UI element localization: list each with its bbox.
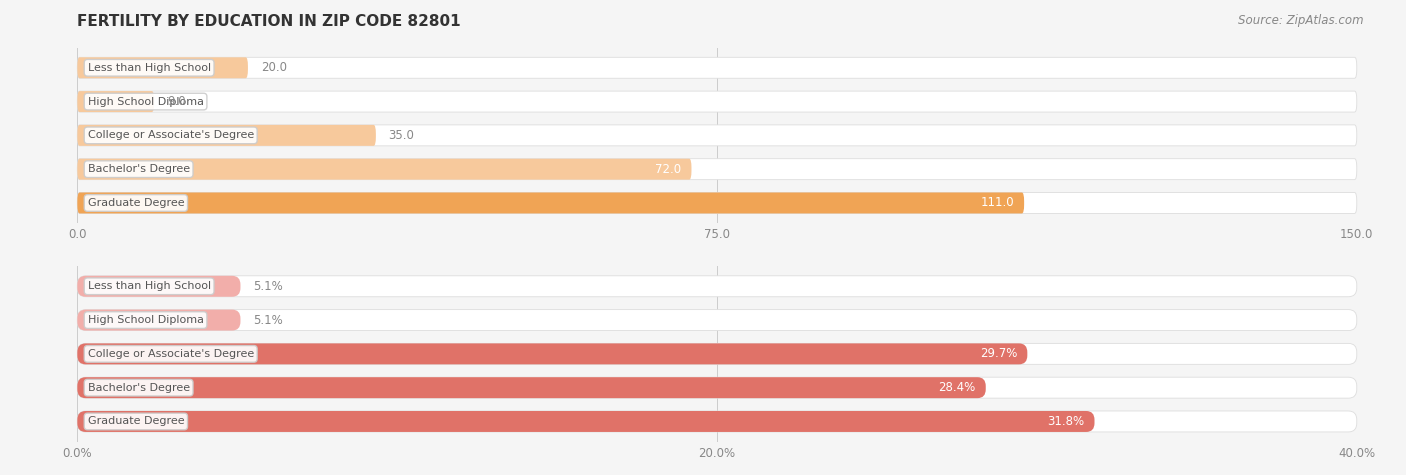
FancyBboxPatch shape: [77, 276, 240, 297]
Text: 29.7%: 29.7%: [980, 347, 1017, 361]
Text: 31.8%: 31.8%: [1047, 415, 1084, 428]
FancyBboxPatch shape: [77, 343, 1028, 364]
Text: High School Diploma: High School Diploma: [87, 315, 204, 325]
Text: Bachelor's Degree: Bachelor's Degree: [87, 383, 190, 393]
Text: College or Associate's Degree: College or Associate's Degree: [87, 130, 254, 141]
FancyBboxPatch shape: [77, 411, 1094, 432]
FancyBboxPatch shape: [77, 91, 1357, 112]
Text: College or Associate's Degree: College or Associate's Degree: [87, 349, 254, 359]
Text: 5.1%: 5.1%: [253, 280, 283, 293]
FancyBboxPatch shape: [77, 125, 375, 146]
FancyBboxPatch shape: [77, 411, 1357, 432]
Text: Bachelor's Degree: Bachelor's Degree: [87, 164, 190, 174]
Text: 28.4%: 28.4%: [938, 381, 976, 394]
FancyBboxPatch shape: [77, 192, 1024, 213]
FancyBboxPatch shape: [77, 91, 155, 112]
Text: 111.0: 111.0: [980, 197, 1014, 209]
FancyBboxPatch shape: [77, 276, 1357, 297]
FancyBboxPatch shape: [77, 159, 1357, 180]
Text: High School Diploma: High School Diploma: [87, 96, 204, 106]
Text: Source: ZipAtlas.com: Source: ZipAtlas.com: [1239, 14, 1364, 27]
FancyBboxPatch shape: [77, 57, 247, 78]
Text: 5.1%: 5.1%: [253, 314, 283, 327]
FancyBboxPatch shape: [77, 310, 1357, 331]
FancyBboxPatch shape: [77, 159, 692, 180]
Text: 35.0: 35.0: [388, 129, 415, 142]
Text: 72.0: 72.0: [655, 162, 682, 176]
FancyBboxPatch shape: [77, 377, 986, 398]
Text: 20.0: 20.0: [260, 61, 287, 74]
FancyBboxPatch shape: [77, 343, 1357, 364]
FancyBboxPatch shape: [77, 310, 240, 331]
Text: FERTILITY BY EDUCATION IN ZIP CODE 82801: FERTILITY BY EDUCATION IN ZIP CODE 82801: [77, 14, 461, 29]
FancyBboxPatch shape: [77, 377, 1357, 398]
FancyBboxPatch shape: [77, 125, 1357, 146]
Text: Graduate Degree: Graduate Degree: [87, 198, 184, 208]
FancyBboxPatch shape: [77, 192, 1357, 213]
Text: Less than High School: Less than High School: [87, 63, 211, 73]
Text: Less than High School: Less than High School: [87, 281, 211, 291]
Text: 9.0: 9.0: [167, 95, 186, 108]
Text: Graduate Degree: Graduate Degree: [87, 417, 184, 427]
FancyBboxPatch shape: [77, 57, 1357, 78]
